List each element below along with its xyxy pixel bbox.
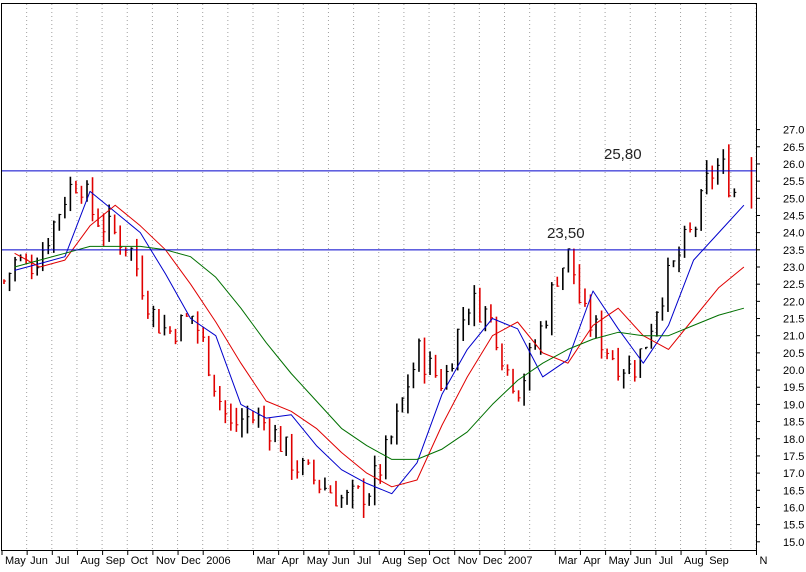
y-tick-label-6: 18.0 <box>783 434 804 446</box>
x-tick-label-11: May <box>307 555 328 567</box>
y-tick-label-19: 24.5 <box>783 210 804 222</box>
y-tick-label-5: 17.5 <box>783 451 804 463</box>
y-tick-label-21: 25.5 <box>783 176 804 188</box>
x-tick-label-25: Aug <box>684 555 704 567</box>
y-tick-label-18: 24.0 <box>783 228 804 240</box>
x-tick-label-2: Jul <box>55 555 69 567</box>
x-tick-label-17: Nov <box>458 555 478 567</box>
y-tick-label-4: 17.0 <box>783 468 804 480</box>
x-tick-label-24: Jul <box>659 555 673 567</box>
y-tick-label-12: 21.0 <box>783 331 804 343</box>
y-tick-label-7: 18.5 <box>783 417 804 429</box>
x-tick-label-9: Mar <box>257 555 276 567</box>
x-tick-label-27: N <box>760 555 768 567</box>
y-tick-label-3: 16.5 <box>783 485 804 497</box>
x-tick-label-18: Dec <box>483 555 503 567</box>
x-tick-label-6: Nov <box>156 555 176 567</box>
y-tick-label-13: 21.5 <box>783 314 804 326</box>
y-tick-label-11: 20.5 <box>783 348 804 360</box>
y-tick-label-16: 23.0 <box>783 262 804 274</box>
moving_average_long-line <box>14 245 745 460</box>
x-tick-label-13: Jul <box>357 555 371 567</box>
x-tick-label-0: May <box>5 555 26 567</box>
y-tick-label-8: 19.0 <box>783 399 804 411</box>
x-tick-label-3: Aug <box>80 555 100 567</box>
y-tick-label-15: 22.5 <box>783 279 804 291</box>
y-tick-label-10: 20.0 <box>783 365 804 377</box>
x-tick-label-21: Apr <box>583 555 600 567</box>
y-tick-label-9: 19.5 <box>783 382 804 394</box>
x-tick-label-20: Mar <box>558 555 577 567</box>
x-tick-label-22: May <box>609 555 630 567</box>
level-label-1: 23,50 <box>547 225 585 242</box>
y-tick-label-24: 27.0 <box>783 125 804 137</box>
y-tick-label-14: 22.0 <box>783 296 804 308</box>
level-label-0: 25,80 <box>604 146 642 163</box>
y-axis: 15.0 15.5 16.0 16.5 17.0 17.5 18.0 18.5 19.0 19.5… <box>756 125 804 549</box>
y-tick-label-22: 26.0 <box>783 159 804 171</box>
x-tick-label-19: 2007 <box>508 555 532 567</box>
y-tick-label-2: 16.0 <box>783 502 804 514</box>
x-tick-label-10: Apr <box>282 555 299 567</box>
x-tick-label-14: Aug <box>382 555 402 567</box>
x-tick-label-1: Jun <box>30 555 48 567</box>
x-tick-label-26: Sep <box>709 555 729 567</box>
horizontal-levels: 25,80 23,50 <box>2 146 756 251</box>
x-tick-label-12: Jun <box>332 555 350 567</box>
y-tick-label-20: 25.0 <box>783 193 804 205</box>
moving_average_mid-line <box>14 204 745 488</box>
moving_average_short-line <box>14 190 745 495</box>
x-tick-label-23: Jun <box>634 555 652 567</box>
x-tick-label-15: Sep <box>407 555 427 567</box>
x-tick-label-16: Oct <box>433 555 450 567</box>
x-tick-label-5: Oct <box>131 555 148 567</box>
y-tick-label-23: 26.5 <box>783 142 804 154</box>
moving-averages <box>14 190 745 495</box>
y-tick-label-1: 15.5 <box>783 520 804 532</box>
y-tick-label-0: 15.0 <box>783 537 804 549</box>
x-tick-label-7: Dec <box>181 555 201 567</box>
x-axis: May Jun Jul Aug Sep Oct Nov Dec 2006 Mar Apr May Jun… <box>1 550 768 567</box>
y-tick-label-17: 23.5 <box>783 245 804 257</box>
x-tick-label-4: Sep <box>106 555 126 567</box>
price-bars <box>3 144 753 518</box>
x-tick-label-8: 2006 <box>206 555 230 567</box>
